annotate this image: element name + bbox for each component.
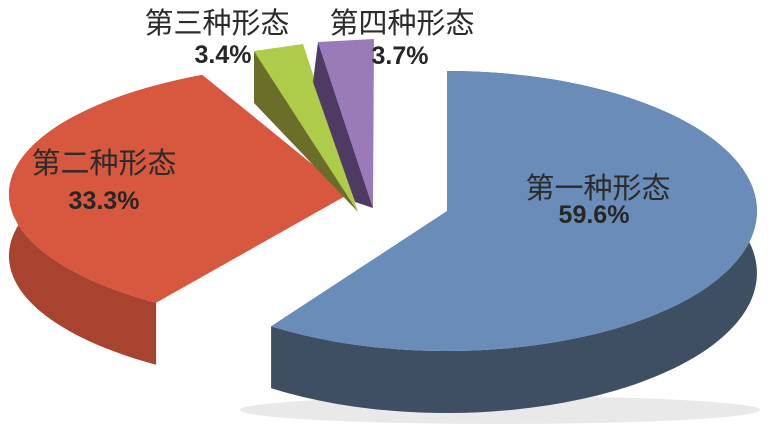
- svg-text:3.4%: 3.4%: [195, 41, 252, 69]
- svg-text:第三种形态: 第三种形态: [144, 7, 289, 40]
- svg-text:第二种形态: 第二种形态: [31, 147, 176, 180]
- svg-text:3.7%: 3.7%: [372, 42, 429, 70]
- svg-text:59.6%: 59.6%: [559, 201, 630, 229]
- svg-text:33.3%: 33.3%: [69, 187, 140, 215]
- svg-text:第四种形态: 第四种形态: [329, 7, 474, 40]
